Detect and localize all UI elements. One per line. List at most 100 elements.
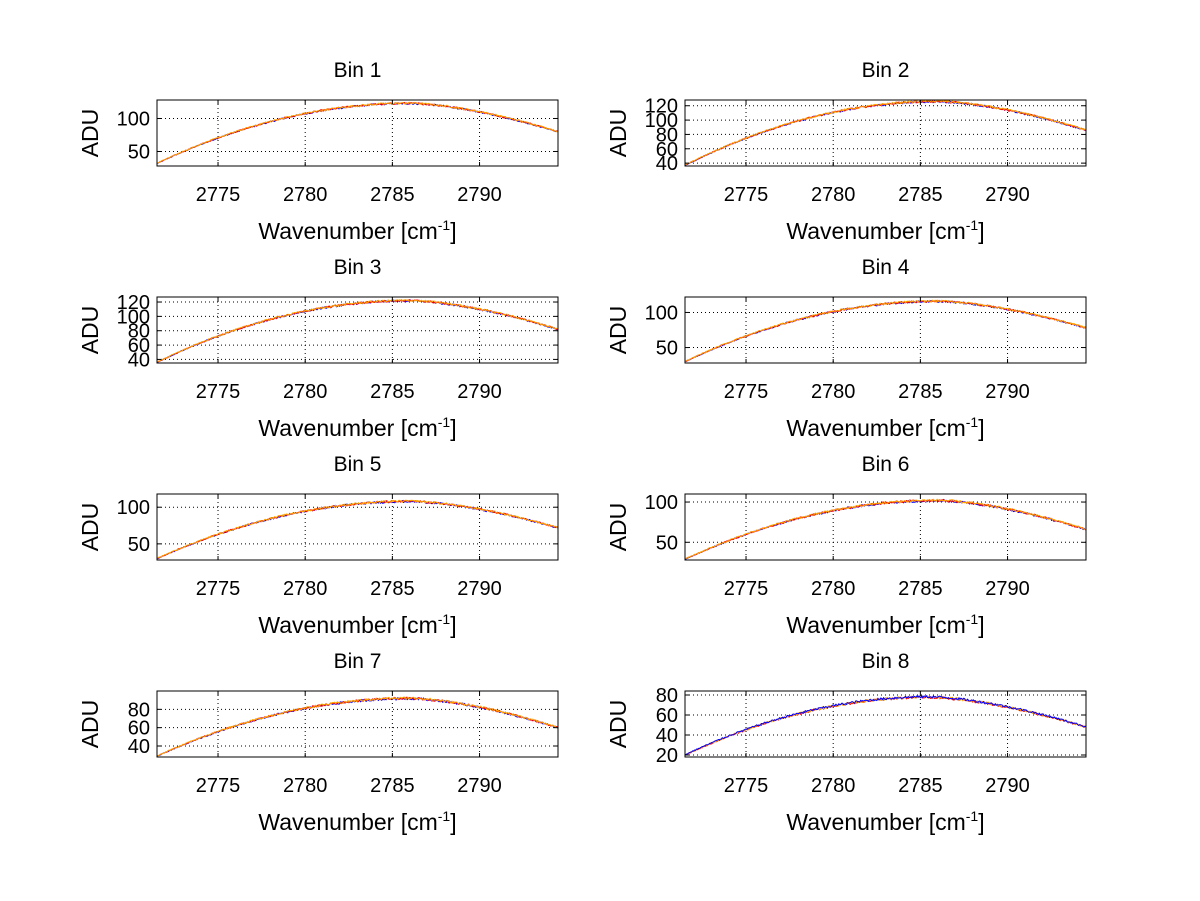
x-tick-label: 2785 [898,775,943,797]
y-tick-label: 60 [128,718,150,740]
subplot-4: Bin 4 2775 2780 2785 2790 50 100 Wavenumber [cm… [605,256,1087,441]
axes-frame [156,296,559,364]
x-axis-label: Wavenumber [cm-1] [258,217,456,244]
x-tick-label: 2785 [370,578,415,600]
x-tick-label: 2775 [196,381,241,403]
axes-frame [156,690,559,758]
subplot-6: Bin 6 2775 2780 2785 2790 50 100 Wavenumber [cm… [605,453,1087,638]
x-tick-label: 2785 [370,381,415,403]
y-axis-label: ADU [77,109,103,158]
y-tick-label: 40 [656,153,678,175]
series-line-3 [156,696,559,757]
x-tick-label: 2780 [283,184,328,206]
x-axis-label: Wavenumber [cm-1] [786,217,984,244]
y-tick-label: 20 [656,745,678,767]
plot-area [157,494,558,560]
x-tick-label: 2775 [196,578,241,600]
y-tick-label: 80 [128,321,150,343]
x-axis-label: Wavenumber [cm-1] [258,414,456,441]
series-line-3 [156,299,559,363]
plot-area [685,297,1086,363]
axes-frame [684,99,1087,167]
x-tick-label: 2780 [811,775,856,797]
subplot-title: Bin 8 [862,650,910,673]
x-axis-label: Wavenumber [cm-1] [786,611,984,638]
y-tick-label: 60 [128,335,150,357]
x-tick-label: 2775 [724,381,769,403]
y-tick-label: 100 [645,110,678,132]
x-tick-label: 2790 [457,775,502,797]
subplot-title: Bin 7 [334,650,382,673]
x-tick-label: 2775 [196,184,241,206]
subplot-5: Bin 5 2775 2780 2785 2790 50 100 Wavenumber [cm… [77,453,559,638]
x-tick-label: 2785 [898,184,943,206]
y-tick-label: 60 [656,139,678,161]
y-axis-label: ADU [77,700,103,749]
axes-frame [684,296,1087,364]
x-tick-label: 2785 [370,775,415,797]
x-tick-label: 2780 [283,381,328,403]
plot-area [685,100,1086,166]
x-tick-label: 2775 [196,775,241,797]
subplot-1: Bin 1 2775 2780 2785 2790 50 100 Wavenumber [cm… [77,59,559,244]
x-tick-label: 2775 [724,578,769,600]
y-tick-label: 50 [656,532,678,554]
axes-frame [156,99,559,167]
plot-area [685,494,1086,560]
x-tick-label: 2785 [898,381,943,403]
x-tick-label: 2790 [457,578,502,600]
subplot-title: Bin 4 [862,256,910,279]
x-tick-label: 2780 [811,381,856,403]
plot-area [157,100,558,166]
x-tick-label: 2775 [724,775,769,797]
plot-area [157,297,558,363]
series-line-3 [685,695,1087,756]
y-axis-label: ADU [77,306,103,355]
x-tick-label: 2780 [283,775,328,797]
subplot-title: Bin 3 [334,256,382,279]
y-tick-label: 40 [656,725,678,747]
y-tick-label: 80 [656,124,678,146]
subplot-title: Bin 1 [334,59,382,82]
y-tick-label: 80 [128,699,150,721]
x-tick-label: 2780 [811,578,856,600]
x-tick-label: 2790 [985,775,1030,797]
plot-area [685,691,1086,757]
y-tick-label: 80 [656,685,678,707]
y-axis-label: ADU [605,700,631,749]
x-axis-label: Wavenumber [cm-1] [786,808,984,835]
x-tick-label: 2790 [457,184,502,206]
y-tick-label: 50 [128,141,150,163]
x-tick-label: 2790 [985,578,1030,600]
x-tick-label: 2790 [457,381,502,403]
x-tick-label: 2790 [985,184,1030,206]
y-tick-label: 120 [645,96,678,118]
x-tick-label: 2785 [898,578,943,600]
axes-frame [156,493,559,561]
y-tick-label: 40 [128,349,150,371]
series-line-3 [684,299,1087,363]
series-line-3 [156,499,559,559]
axes-frame [684,493,1087,561]
y-tick-label: 100 [645,302,678,324]
y-axis-label: ADU [605,109,631,158]
y-tick-label: 100 [645,492,678,514]
y-tick-label: 100 [117,306,150,328]
x-tick-label: 2780 [811,184,856,206]
y-tick-label: 50 [128,534,150,556]
subplot-title: Bin 6 [862,453,910,476]
y-tick-label: 50 [656,338,678,360]
x-tick-label: 2785 [370,184,415,206]
y-tick-label: 100 [117,108,150,130]
y-axis-label: ADU [605,306,631,355]
subplot-title: Bin 5 [334,453,382,476]
y-axis-label: ADU [605,503,631,552]
y-tick-label: 100 [117,497,150,519]
series-line-3 [684,498,1087,560]
x-tick-label: 2775 [724,184,769,206]
x-axis-label: Wavenumber [cm-1] [258,611,456,638]
